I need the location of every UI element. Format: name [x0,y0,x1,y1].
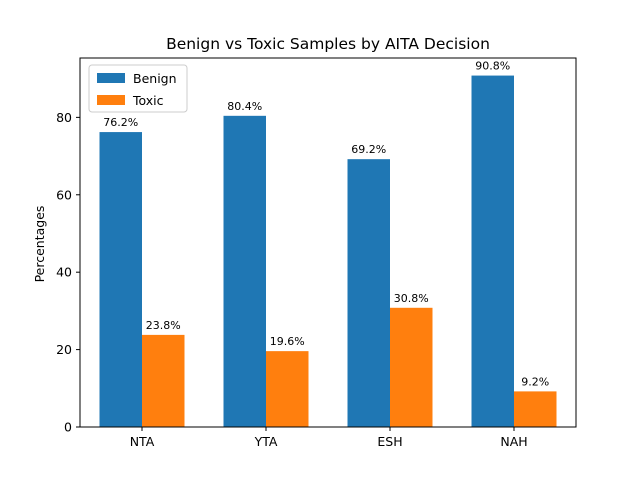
data-label-benign-nah: 90.8% [475,60,510,73]
x-tick-label: NTA [130,434,155,449]
data-label-toxic-esh: 30.8% [394,292,429,305]
x-tick-label: ESH [377,434,402,449]
data-label-toxic-yta: 19.6% [270,335,305,348]
legend: Benign Toxic [88,64,188,113]
bar-benign-esh [347,159,390,427]
legend-label-benign: Benign [133,71,177,86]
data-label-toxic-nah: 9.2% [521,375,549,388]
data-label-toxic-nta: 23.8% [146,319,181,332]
legend-swatch-toxic [97,95,125,105]
chart-title: Benign vs Toxic Samples by AITA Decision [166,35,490,53]
legend-swatch-benign [97,73,125,83]
y-tick-label: 40 [56,265,72,280]
x-tick-label: YTA [254,434,278,449]
y-tick-label: 20 [56,342,72,357]
y-tick-label: 0 [64,420,72,435]
data-label-benign-esh: 69.2% [351,143,386,156]
y-axis-label: Percentages [32,206,47,283]
bar-benign-nah [471,75,514,428]
bar-toxic-nta [142,334,185,427]
data-label-benign-nta: 76.2% [103,116,138,129]
legend-label-toxic: Toxic [132,93,164,108]
y-tick-label: 60 [56,187,72,202]
x-tick-label: NAH [500,434,527,449]
y-tick-label: 80 [56,110,72,125]
bars-layer [99,75,557,428]
bar-toxic-yta [266,351,309,427]
bar-toxic-nah [514,391,557,427]
plot-frame [79,57,577,428]
axes: NTA YTA ESH NAH 0 20 40 60 80 [56,57,577,449]
bar-benign-yta [223,115,266,428]
bar-toxic-esh [390,307,433,427]
bar-benign-nta [99,132,142,427]
data-labels-layer: 76.2% 23.8% 80.4% 19.6% 69.2% 30.8% 90.8% 9.2% [103,60,549,389]
data-label-benign-yta: 80.4% [227,100,262,113]
